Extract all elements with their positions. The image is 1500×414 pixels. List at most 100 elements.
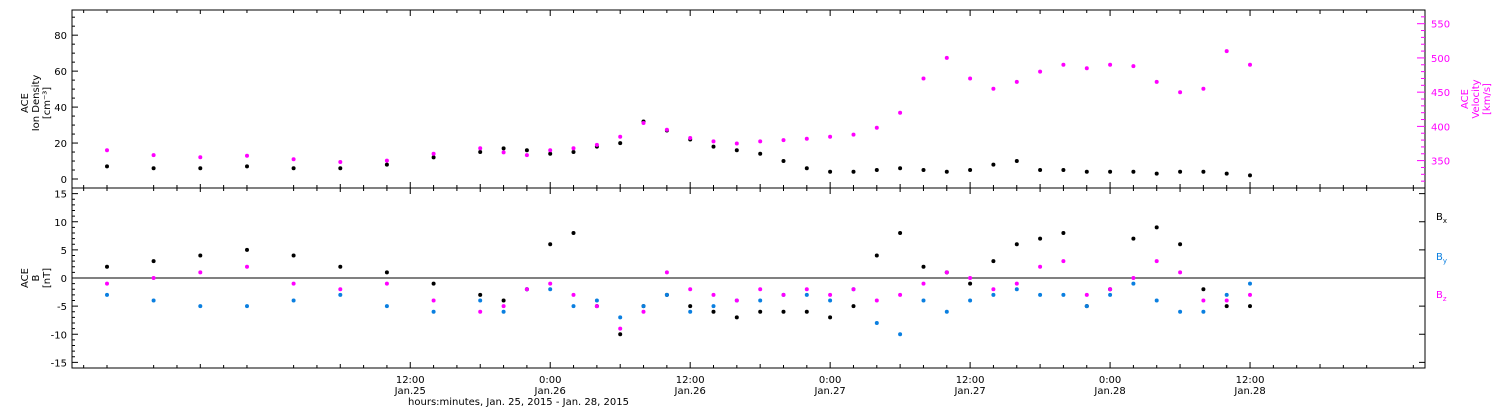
velocity-point [641,121,646,125]
by-point [501,309,506,314]
b-axis-label-line: B [31,274,42,281]
bz-point [828,292,833,297]
velocity-tick-label: 450 [1431,88,1450,99]
velocity-point [828,134,833,139]
velocity-point [291,157,296,162]
by-point [1084,304,1089,309]
ion-density-point [431,155,436,160]
velocity-point [1084,66,1089,71]
velocity-point [1014,79,1019,84]
by-point [641,304,646,309]
bz-point [944,270,949,275]
b-axis-label-line: ACE [20,268,31,288]
bx-point [384,270,389,275]
by-point [921,298,926,303]
b-tick-label: -10 [51,330,67,341]
by-point [245,304,249,309]
x-tick-time: 12:00 [1236,375,1265,386]
bx-point [711,309,716,314]
bz-point [1038,264,1043,269]
legend-bx: Bx [1436,212,1447,225]
density-axis-unit: [cm⁻³] [42,87,53,119]
b-tick-label: 10 [54,218,67,229]
ion-density-point [105,164,109,169]
bx-point [758,309,763,314]
velocity-tick-label: 550 [1431,20,1450,31]
bz-point [618,326,623,331]
density-tick-label: 20 [54,139,67,150]
bz-point [478,309,483,314]
bz-point [1154,259,1159,264]
by-point [1014,287,1019,292]
bz-point [711,292,716,297]
density-axis-label: ACEIon Density [20,75,42,132]
bx-point [804,309,809,314]
bz-point [991,287,996,292]
ion-density-point [1038,168,1043,172]
bx-point [921,264,926,269]
ion-density-point [478,150,483,154]
velocity-point [921,76,926,81]
ion-density-point [758,151,763,156]
b-tick-label: 0 [61,274,67,285]
x-tick-date: Jan.26 [674,386,706,397]
bx-point [1131,236,1136,241]
bx-point [1154,225,1159,230]
bz-point [688,287,693,292]
bx-point [828,315,833,320]
x-tick-time: 0:00 [1099,375,1121,386]
density-tick-label: 0 [61,175,67,186]
velocity-point [874,125,879,130]
bz-point [431,298,436,303]
velocity-point [734,141,739,146]
bz-point [105,281,109,286]
bz-point [571,292,576,297]
bx-point [1224,304,1229,309]
ion-density-point [384,162,389,167]
bx-point [291,253,296,258]
bx-point [1248,304,1252,309]
ion-density-point [501,146,506,151]
bx-point [781,309,786,314]
ion-density-point [1131,169,1136,174]
bx-point [1178,242,1183,247]
x-tick-time: 12:00 [676,375,705,386]
bz-point [384,281,389,286]
bz-point [501,304,506,309]
bx-point [198,253,203,258]
velocity-axis-label-line: ACE [1460,89,1471,109]
x-axis-title: hours:minutes, Jan. 25, 2015 - Jan. 28, … [408,397,629,408]
x-tick-time: 0:00 [539,375,561,386]
bx-point [1014,242,1019,247]
density-tick-label: 60 [54,67,67,78]
velocity-point [898,110,903,115]
velocity-point [594,142,599,147]
bx-point [991,259,996,264]
by-point [711,304,716,309]
bz-point [804,287,809,292]
bz-point [1131,276,1136,280]
x-tick-date: Jan.27 [813,386,845,397]
velocity-point [431,151,436,156]
bx-point [874,253,879,258]
velocity-point [968,76,973,81]
ion-density-point [1201,169,1206,174]
velocity-point [151,153,156,158]
ion-density-point [711,144,716,149]
bz-point [151,276,156,280]
velocity-point [548,148,553,153]
velocity-point [688,136,693,140]
bz-point [1224,298,1229,303]
ion-density-point [944,169,949,174]
by-point [105,292,109,297]
bx-point [898,231,903,235]
bz-point [594,304,599,309]
velocity-point [758,139,763,144]
by-point [338,292,343,297]
density-axis-label-line: Ion Density [31,75,42,132]
by-point [688,309,693,314]
bz-point [524,287,529,292]
ion-density-point [921,168,926,172]
ion-density-point [571,150,576,154]
